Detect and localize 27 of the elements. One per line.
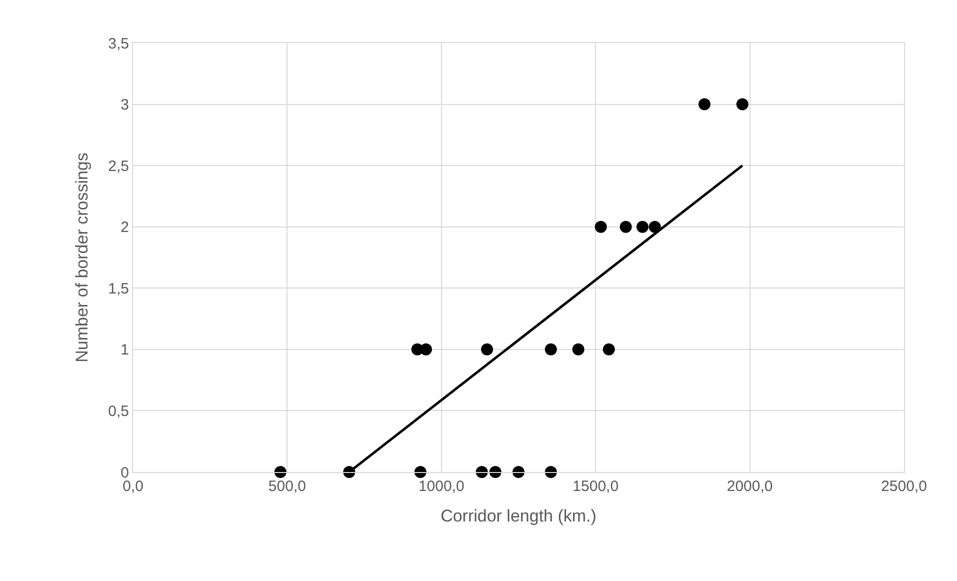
x-tick-label: 500,0 <box>268 478 306 495</box>
point <box>698 98 710 110</box>
y-tick-label: 3 <box>120 96 129 114</box>
x-tick-label: 1500,0 <box>572 478 619 495</box>
point <box>489 466 502 478</box>
y-tick-label: 3,5 <box>108 35 129 52</box>
point <box>620 220 632 233</box>
point <box>481 343 494 356</box>
y-tick-label: 1,5 <box>108 280 129 298</box>
point <box>544 343 557 356</box>
y-tick-label: 2,5 <box>108 158 129 175</box>
y-tick-label: 2 <box>120 219 129 236</box>
y-tick-label: 0,5 <box>108 402 129 420</box>
point <box>544 466 557 478</box>
point <box>476 466 488 478</box>
x-tick-label: 2000,0 <box>726 478 773 495</box>
point <box>648 220 661 233</box>
x-axis-title: Corridor length (km.) <box>440 506 596 526</box>
point <box>636 220 648 233</box>
point <box>736 98 748 110</box>
x-tick-label: 2500,0 <box>881 478 927 495</box>
y-tick-label: 1 <box>120 342 129 359</box>
x-tick-label: 1000,0 <box>418 478 464 495</box>
point <box>594 220 607 233</box>
point <box>602 343 615 356</box>
y-axis-title: Number of border crossings <box>72 152 92 362</box>
point <box>572 343 584 356</box>
